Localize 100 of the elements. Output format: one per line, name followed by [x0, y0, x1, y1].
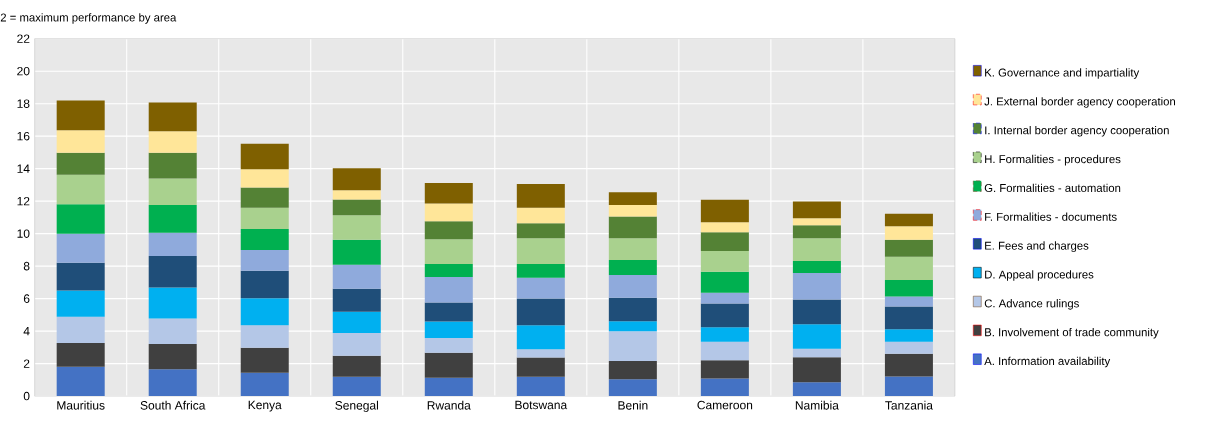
bar — [56, 152, 105, 175]
bar — [148, 287, 197, 319]
bar — [148, 232, 197, 257]
bar — [56, 366, 105, 397]
bar — [884, 376, 933, 397]
bar — [884, 239, 933, 257]
bar — [424, 239, 473, 264]
legend-label: E. Fees and charges — [985, 241, 1089, 252]
bar — [240, 250, 289, 271]
bar — [884, 213, 933, 227]
bar — [608, 297, 657, 322]
bar — [792, 273, 841, 300]
bar — [700, 341, 749, 361]
bar — [608, 321, 657, 332]
bar — [608, 192, 657, 205]
bar — [516, 298, 565, 326]
bar — [56, 233, 105, 263]
bar — [516, 357, 565, 377]
bar — [240, 187, 289, 208]
bar — [56, 130, 105, 153]
bar — [516, 207, 565, 224]
x-tick-label: Namibia — [795, 400, 839, 410]
y-tick-label: 12 — [17, 196, 30, 206]
bar — [56, 204, 105, 234]
bar — [56, 342, 105, 367]
x-tick-label: Benin — [618, 400, 648, 410]
bar — [700, 303, 749, 328]
bar — [56, 290, 105, 317]
bar — [240, 169, 289, 188]
bar — [792, 382, 841, 397]
y-tick-label: 14 — [17, 164, 30, 173]
bar — [700, 378, 749, 397]
y-tick-label: 0 — [23, 391, 30, 401]
bar — [240, 298, 289, 326]
bar — [608, 204, 657, 217]
bar — [424, 321, 473, 338]
bar — [792, 238, 841, 262]
legend-label: G. Formalities - automation — [984, 183, 1121, 192]
legend-label: D. Appeal procedures — [985, 270, 1094, 281]
bar — [148, 131, 197, 153]
bar — [884, 353, 933, 377]
bar — [792, 324, 841, 349]
legend-label: J. External border agency cooperation — [984, 97, 1176, 108]
bar — [424, 337, 473, 353]
y-tick-label: 10 — [17, 229, 30, 238]
bar — [148, 369, 197, 397]
bar — [332, 311, 381, 333]
bar — [792, 261, 841, 274]
bar — [148, 178, 197, 205]
bar — [240, 143, 289, 170]
bar — [56, 174, 105, 205]
bar — [516, 349, 565, 358]
bar — [700, 250, 749, 272]
bar — [792, 201, 841, 219]
bar — [240, 207, 289, 229]
bar — [516, 263, 565, 278]
bar — [424, 183, 473, 204]
bar — [148, 318, 197, 344]
bar — [240, 372, 289, 397]
bar — [792, 218, 841, 226]
legend-label: I. Internal border agency cooperation — [985, 125, 1169, 137]
bar — [56, 316, 105, 343]
bar — [884, 341, 933, 354]
x-tick-label: Kenya — [248, 400, 282, 412]
bar — [884, 296, 933, 307]
bar — [792, 225, 841, 239]
bar — [424, 203, 473, 222]
bar — [332, 376, 381, 397]
legend-label: F. Formalities - documents — [985, 212, 1117, 221]
bar — [792, 357, 841, 383]
bar — [240, 228, 289, 250]
bar — [884, 226, 933, 240]
y-tick-label: 2 — [23, 359, 30, 368]
x-tick-label: Rwanda — [427, 400, 471, 410]
bar — [516, 238, 565, 264]
bar — [240, 270, 289, 299]
bar — [148, 102, 197, 132]
bar — [884, 329, 933, 342]
bar — [424, 263, 473, 277]
bar — [516, 376, 565, 397]
bar — [332, 199, 381, 216]
bar — [608, 331, 657, 361]
bar — [148, 152, 197, 179]
bar — [884, 280, 933, 297]
bar — [608, 238, 657, 261]
bar — [56, 100, 105, 131]
bar — [516, 223, 565, 239]
bar — [332, 239, 381, 265]
bar — [608, 216, 657, 239]
y-tick-label: 8 — [23, 261, 30, 271]
x-tick-label: Tanzania — [885, 400, 933, 410]
bar — [332, 355, 381, 377]
bar — [884, 306, 933, 330]
y-axis-title: 2 = maximum performance by area — [0, 13, 177, 24]
y-tick-label: 6 — [23, 294, 30, 303]
bar — [516, 184, 565, 208]
y-tick-label: 18 — [17, 99, 30, 108]
bar — [700, 271, 749, 293]
bar — [700, 327, 749, 342]
legend-label: H. Formalities - procedures — [985, 154, 1121, 166]
